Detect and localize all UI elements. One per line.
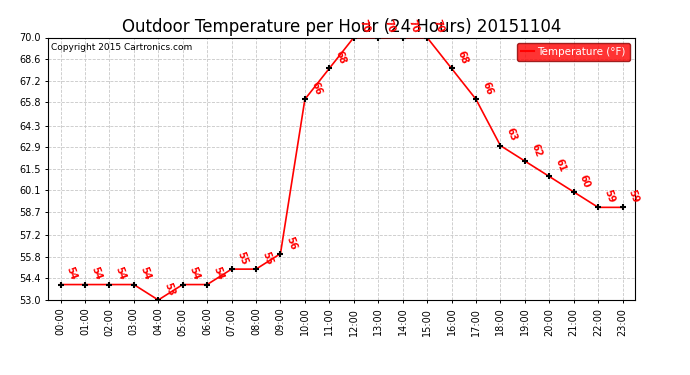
Text: 53: 53 bbox=[162, 281, 177, 297]
Legend: Temperature (°F): Temperature (°F) bbox=[518, 43, 629, 61]
Text: 63: 63 bbox=[504, 127, 519, 143]
Text: 70: 70 bbox=[431, 19, 445, 35]
Text: 61: 61 bbox=[553, 158, 567, 174]
Text: 66: 66 bbox=[309, 80, 323, 96]
Text: 54: 54 bbox=[138, 266, 152, 282]
Text: 54: 54 bbox=[89, 266, 103, 282]
Text: 62: 62 bbox=[529, 142, 543, 158]
Text: 68: 68 bbox=[333, 50, 348, 66]
Text: 54: 54 bbox=[65, 266, 79, 282]
Text: 66: 66 bbox=[480, 80, 494, 96]
Text: 70: 70 bbox=[358, 19, 372, 35]
Text: 55: 55 bbox=[236, 250, 250, 266]
Text: 55: 55 bbox=[260, 250, 274, 266]
Text: 60: 60 bbox=[578, 173, 592, 189]
Text: 68: 68 bbox=[455, 50, 470, 66]
Text: 59: 59 bbox=[602, 189, 616, 205]
Text: 54: 54 bbox=[211, 266, 226, 282]
Text: 70: 70 bbox=[382, 19, 396, 35]
Text: 54: 54 bbox=[187, 266, 201, 282]
Text: Copyright 2015 Cartronics.com: Copyright 2015 Cartronics.com bbox=[51, 43, 193, 52]
Text: 56: 56 bbox=[284, 235, 299, 251]
Title: Outdoor Temperature per Hour (24 Hours) 20151104: Outdoor Temperature per Hour (24 Hours) … bbox=[122, 18, 561, 36]
Text: 59: 59 bbox=[627, 189, 641, 205]
Text: 54: 54 bbox=[114, 266, 128, 282]
Text: 70: 70 bbox=[407, 19, 421, 35]
